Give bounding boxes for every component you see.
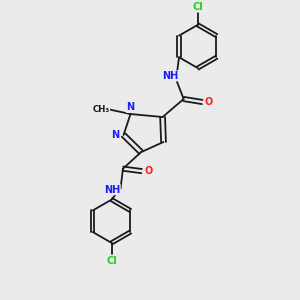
Text: N: N bbox=[126, 102, 134, 112]
Text: CH₃: CH₃ bbox=[92, 105, 110, 114]
Text: N: N bbox=[111, 130, 119, 140]
Text: NH: NH bbox=[163, 71, 179, 81]
Text: NH: NH bbox=[104, 185, 120, 195]
Text: Cl: Cl bbox=[192, 2, 203, 12]
Text: Cl: Cl bbox=[106, 256, 117, 266]
Text: O: O bbox=[205, 97, 213, 107]
Text: O: O bbox=[144, 166, 152, 176]
